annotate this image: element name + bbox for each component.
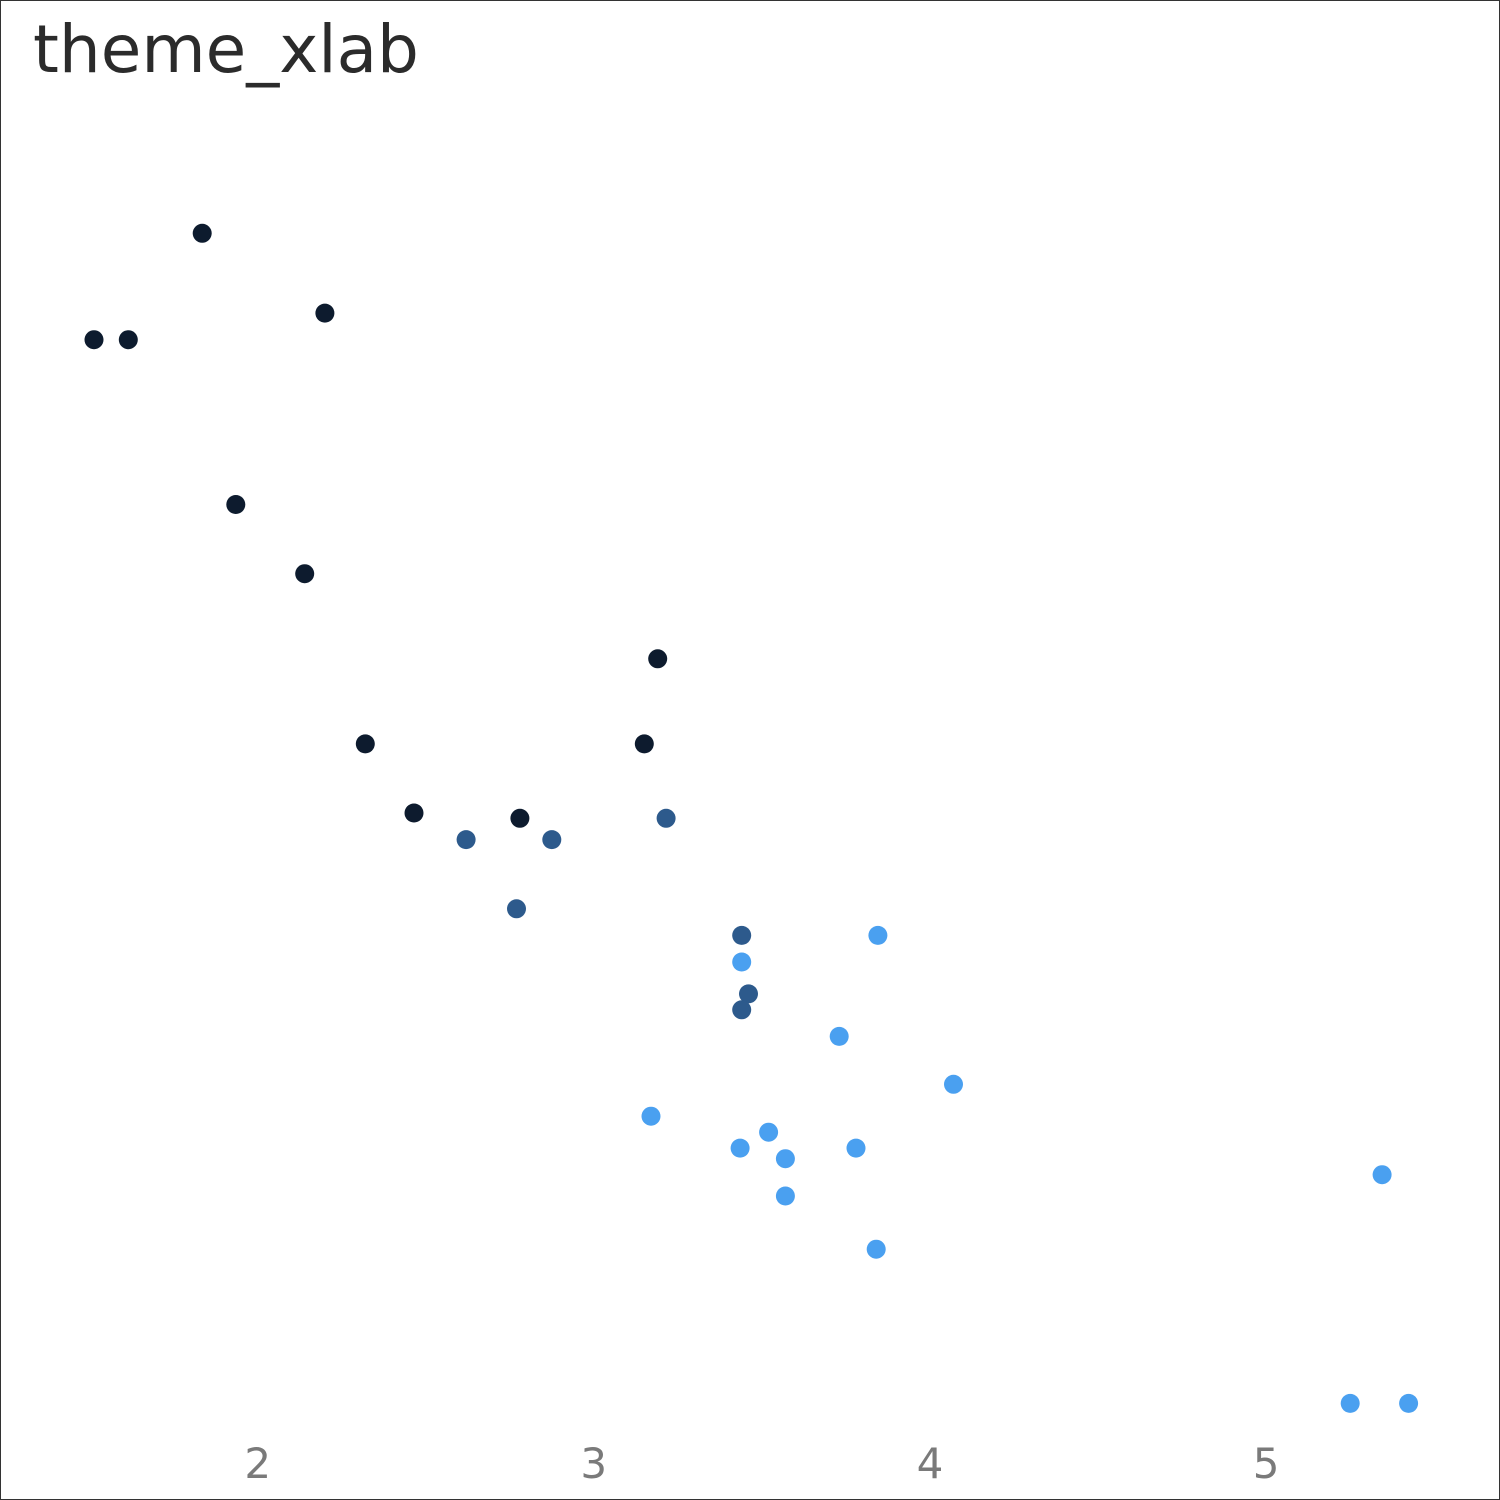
- data-point: [775, 1149, 795, 1169]
- points-layer: [84, 223, 1419, 1413]
- data-point: [355, 734, 375, 754]
- data-point: [648, 649, 668, 669]
- x-tick-label: 2: [244, 1439, 271, 1488]
- data-point: [542, 830, 562, 850]
- data-point: [944, 1074, 963, 1094]
- data-point: [84, 330, 104, 350]
- data-point: [732, 925, 752, 945]
- data-point: [829, 1026, 849, 1046]
- data-point: [507, 899, 526, 919]
- x-tick-label: 5: [1253, 1439, 1280, 1488]
- x-tick-label: 3: [580, 1439, 607, 1488]
- data-point: [315, 303, 335, 323]
- data-point: [634, 734, 654, 754]
- data-point: [739, 984, 758, 1004]
- data-point: [456, 830, 476, 850]
- data-point: [1399, 1393, 1419, 1413]
- x-tick-label: 4: [917, 1439, 944, 1488]
- data-point: [510, 808, 530, 828]
- x-axis-tick-labels: 2 3 4 5: [244, 1439, 1279, 1488]
- data-point: [1340, 1393, 1360, 1413]
- data-point: [118, 330, 138, 350]
- data-point: [404, 803, 424, 823]
- data-point: [846, 1138, 866, 1158]
- data-point: [641, 1106, 661, 1126]
- data-point: [295, 564, 315, 584]
- data-point: [730, 1138, 750, 1158]
- chart-title: theme_xlab: [33, 11, 419, 88]
- data-point: [192, 223, 212, 243]
- data-point: [732, 1000, 752, 1020]
- data-point: [732, 952, 752, 972]
- data-point: [775, 1186, 795, 1206]
- data-point: [226, 495, 246, 514]
- data-point: [868, 925, 888, 945]
- data-point: [656, 808, 676, 828]
- data-point: [1372, 1165, 1392, 1185]
- data-point: [759, 1122, 779, 1142]
- data-point: [866, 1239, 886, 1259]
